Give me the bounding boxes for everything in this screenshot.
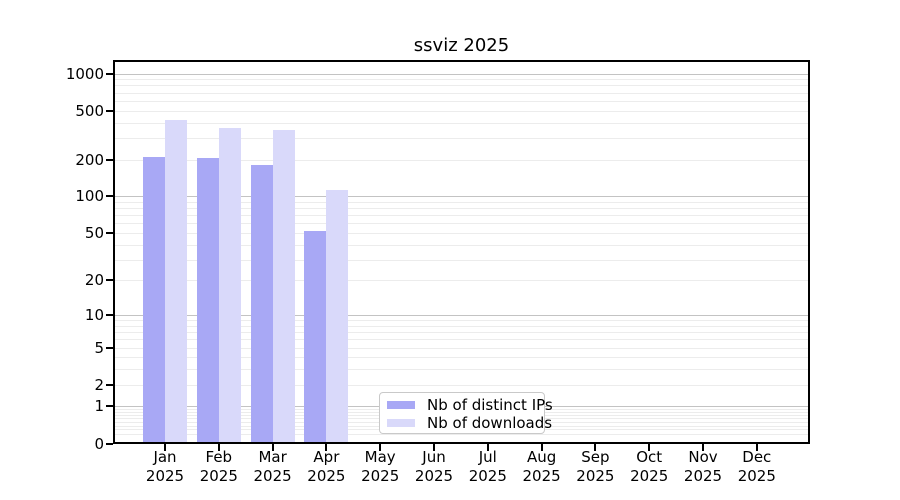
y-tick-label: 50 [84, 223, 104, 242]
y-tick [106, 109, 113, 112]
y-tick [106, 383, 113, 386]
gridline-minor [115, 369, 808, 371]
y-tick-label: 1000 [65, 64, 104, 83]
bar-distinct-ips-mar [250, 165, 273, 442]
plot-area [113, 60, 810, 444]
x-tick-label-feb: Feb 2025 [199, 448, 238, 485]
gridline-minor [115, 320, 808, 322]
y-tick-label: 1 [94, 397, 104, 416]
legend-label-distinct-ips: Nb of distinct IPs [427, 396, 553, 414]
y-tick [106, 346, 113, 349]
x-tick-label-aug: Aug 2025 [522, 448, 561, 485]
x-tick-label-jul: Jul 2025 [468, 448, 507, 485]
gridline-minor [115, 339, 808, 341]
y-tick [106, 158, 113, 161]
gridline-minor [115, 110, 808, 112]
y-tick [106, 195, 113, 198]
x-tick [594, 444, 597, 451]
x-tick [379, 444, 382, 451]
x-tick-label-oct: Oct 2025 [630, 448, 669, 485]
gridline-minor [115, 244, 808, 246]
gridline-minor [115, 137, 808, 139]
bar-downloads-jan [165, 119, 187, 442]
y-tick [106, 72, 113, 75]
x-tick [540, 444, 543, 451]
x-tick [271, 444, 274, 451]
gridline-minor [115, 433, 808, 435]
gridline-minor [115, 122, 808, 124]
y-tick [106, 442, 113, 445]
y-tick-label: 0 [94, 434, 104, 453]
gridline-minor [115, 384, 808, 386]
gridline-minor [115, 232, 808, 234]
x-tick [325, 444, 328, 451]
y-tick [106, 279, 113, 282]
gridline-minor [115, 201, 808, 203]
y-tick-label: 5 [94, 338, 104, 357]
plot-inner [115, 62, 808, 442]
chart-title: ssviz 2025 [413, 35, 510, 56]
x-tick-label-mar: Mar 2025 [253, 448, 292, 485]
gridline-minor [115, 100, 808, 102]
gridline-minor [115, 85, 808, 87]
gridline-major [115, 73, 808, 75]
y-tick-label: 2 [94, 375, 104, 394]
x-tick-label-jun: Jun 2025 [414, 448, 454, 485]
x-tick [433, 444, 435, 451]
x-tick [702, 444, 704, 451]
x-tick-label-nov: Nov 2025 [683, 448, 723, 485]
bar-downloads-feb [218, 128, 241, 442]
gridline-minor [115, 347, 808, 349]
legend-entry-downloads: Nb of downloads [387, 414, 552, 432]
gridline-minor [115, 215, 808, 217]
x-tick [755, 444, 758, 451]
y-tick [106, 314, 113, 317]
legend: Nb of distinct IPs Nb of downloads [379, 392, 553, 434]
gridline-minor [115, 79, 808, 81]
x-tick [217, 444, 220, 451]
x-tick-label-jan: Jan 2025 [145, 448, 185, 485]
gridline-minor [115, 259, 808, 261]
gridline-minor [115, 92, 808, 94]
gridline-major [115, 315, 808, 317]
y-tick-label: 200 [75, 150, 104, 169]
x-tick-label-sep: Sep 2025 [576, 448, 615, 485]
x-tick-label-may: May 2025 [361, 448, 400, 485]
gridline-minor [115, 159, 808, 161]
bar-downloads-apr [326, 189, 349, 442]
x-tick-label-apr: Apr 2025 [307, 448, 346, 485]
x-tick [164, 444, 166, 451]
bar-distinct-ips-feb [196, 158, 219, 442]
bar-distinct-ips-apr [304, 231, 327, 442]
gridline-minor [115, 223, 808, 225]
legend-entry-distinct-ips: Nb of distinct IPs [387, 396, 553, 414]
gridline-minor [115, 325, 808, 327]
gridline-minor [115, 208, 808, 210]
x-tick [486, 444, 489, 451]
bar-downloads-mar [272, 129, 295, 442]
y-tick [106, 231, 113, 234]
y-tick-label: 10 [84, 306, 104, 325]
legend-swatch-distinct-ips-icon [387, 401, 415, 409]
legend-swatch-downloads-icon [387, 419, 415, 427]
y-tick-label: 20 [84, 271, 104, 290]
legend-label-downloads: Nb of downloads [427, 414, 553, 432]
bar-distinct-ips-jan [143, 156, 165, 442]
y-tick [106, 405, 113, 408]
gridline-minor [115, 280, 808, 282]
gridline-major [115, 196, 808, 198]
gridline-minor [115, 357, 808, 359]
x-tick-label-dec: Dec 2025 [737, 448, 776, 485]
y-tick-label: 500 [75, 101, 104, 120]
y-tick-label: 100 [75, 187, 104, 206]
gridline-minor [115, 332, 808, 334]
x-tick [648, 444, 651, 451]
